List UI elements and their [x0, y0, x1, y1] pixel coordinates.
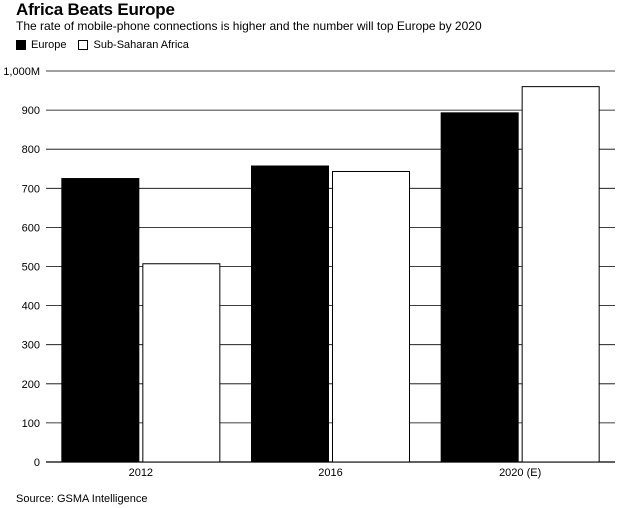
chart-legend: Europe Sub-Saharan Africa [16, 39, 201, 51]
y-tick-label: 600 [22, 222, 40, 234]
y-tick-label: 900 [22, 105, 40, 117]
legend-item-europe: Europe [16, 39, 66, 51]
y-tick-label: 100 [22, 418, 40, 430]
y-tick-label: 300 [22, 340, 40, 352]
chart-title: Africa Beats Europe [16, 0, 175, 19]
bar-europe-2016 [251, 165, 329, 463]
bar-sub-saharan-africa-2020-E [521, 86, 600, 463]
y-tick-label: 700 [22, 183, 40, 195]
chart-subtitle: The rate of mobile-phone connections is … [16, 19, 482, 33]
x-tick-label: 2016 [318, 467, 342, 479]
legend-item-sub-saharan-africa: Sub-Saharan Africa [78, 39, 189, 51]
x-tick-label: 2012 [129, 467, 153, 479]
y-tick-label: 0 [34, 457, 40, 469]
bar-sub-saharan-africa-2012 [142, 263, 221, 463]
legend-label-sub-saharan-africa: Sub-Saharan Africa [93, 39, 189, 51]
source-note: Source: GSMA Intelligence [16, 493, 148, 505]
y-tick-label: 800 [22, 144, 40, 156]
y-tick-label: 200 [22, 379, 40, 391]
legend-swatch-sub-saharan-africa [78, 40, 89, 50]
bar-sub-saharan-africa-2016 [332, 170, 410, 463]
legend-swatch-europe [16, 40, 26, 50]
legend-label-europe: Europe [31, 39, 67, 51]
x-tick-label: 2020 (E) [499, 467, 541, 479]
bar-europe-2020-E [440, 112, 519, 463]
bar-europe-2012 [61, 178, 140, 463]
y-tick-label: 400 [22, 301, 40, 313]
y-tick-label: 1,000M [3, 66, 40, 78]
y-tick-label: 500 [22, 262, 40, 274]
